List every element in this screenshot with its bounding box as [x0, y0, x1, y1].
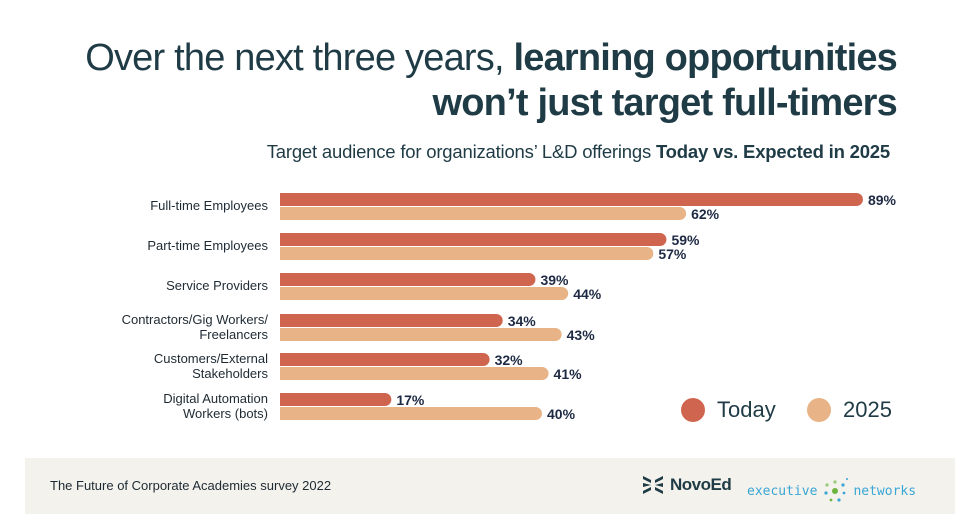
bar-chart: Full-time Employees 89% 62% Part-time Emplo…: [122, 192, 897, 422]
value-label-today: 17%: [396, 392, 425, 408]
title-bold: learning opportunities: [513, 37, 897, 79]
category-label: Service Providers: [166, 278, 268, 293]
novoed-mark-icon: [643, 476, 663, 494]
category-label: Part-time Employees: [147, 238, 268, 253]
value-label-today: 89%: [868, 192, 897, 208]
category-label: Customers/External Stakeholders: [154, 351, 269, 381]
value-label-2025: 40%: [547, 406, 576, 422]
bar-today: [280, 314, 503, 327]
category-label: Full-time Employees: [150, 198, 268, 213]
novoed-wordmark: NovoEd: [670, 475, 732, 494]
title-regular: Over the next three years,: [85, 37, 514, 79]
category-label-line: Stakeholders: [192, 366, 268, 381]
category-label: Digital Automation Workers (bots): [163, 391, 268, 421]
value-label-2025: 57%: [658, 246, 687, 262]
category-label: Contractors/Gig Workers/Freelancers: [122, 312, 269, 342]
legend-label-2025: 2025: [843, 397, 892, 422]
bar-today: [280, 393, 392, 406]
value-label-today: 39%: [540, 272, 569, 288]
value-label-today: 34%: [508, 313, 537, 329]
network-dots-icon: [824, 478, 849, 502]
value-label-2025: 44%: [573, 286, 602, 302]
logo-networks-text: networks: [853, 483, 917, 499]
category-label-line: Freelancers: [199, 327, 268, 342]
bar-today: [280, 193, 863, 206]
bar-today: [280, 273, 536, 286]
category-label-line: Workers (bots): [183, 406, 268, 421]
logo-executive-text: executive: [747, 483, 818, 499]
bar-2025: [280, 367, 549, 380]
category-label-line: Customers/External: [154, 351, 268, 366]
subtitle-bold: Today vs. Expected in 2025: [655, 141, 890, 162]
value-label-today: 32%: [495, 352, 524, 368]
legend-dot-2025-icon: [807, 398, 831, 422]
legend-label-today: Today: [717, 397, 776, 422]
value-label-2025: 41%: [554, 366, 583, 382]
bar-2025: [280, 247, 654, 260]
value-label-today: 59%: [671, 232, 700, 248]
novoed-logo: NovoEd: [642, 474, 732, 496]
value-label-2025: 62%: [691, 206, 720, 222]
bar-2025: [280, 328, 562, 341]
legend-dot-today-icon: [681, 398, 705, 422]
bar-2025: [280, 207, 687, 220]
bar-2025: [280, 287, 569, 300]
legend-item-2025: 2025: [807, 397, 892, 423]
footer: The Future of Corporate Academies survey…: [25, 458, 955, 514]
legend-item-today: Today: [681, 397, 776, 423]
category-label-line: Part-time Employees: [147, 238, 268, 253]
source-note: The Future of Corporate Academies survey…: [50, 478, 332, 493]
subtitle: Target audience for organizations’ L&D o…: [267, 141, 890, 163]
category-label-line: Service Providers: [166, 278, 268, 293]
title-line-2: won’t just target full-timers: [432, 82, 898, 124]
category-label-line: Digital Automation: [163, 391, 268, 406]
category-label-line: Full-time Employees: [150, 198, 268, 213]
subtitle-regular: Target audience for organizations’ L&D o…: [266, 141, 656, 162]
category-label-line: Contractors/Gig Workers/: [122, 312, 269, 327]
executive-networks-logo: executive networks: [747, 476, 916, 506]
title-line-1: Over the next three years, learning oppo…: [85, 35, 898, 81]
bar-today: [280, 353, 490, 366]
bar-2025: [280, 407, 543, 420]
bar-today: [280, 233, 667, 246]
value-label-2025: 43%: [567, 327, 596, 343]
